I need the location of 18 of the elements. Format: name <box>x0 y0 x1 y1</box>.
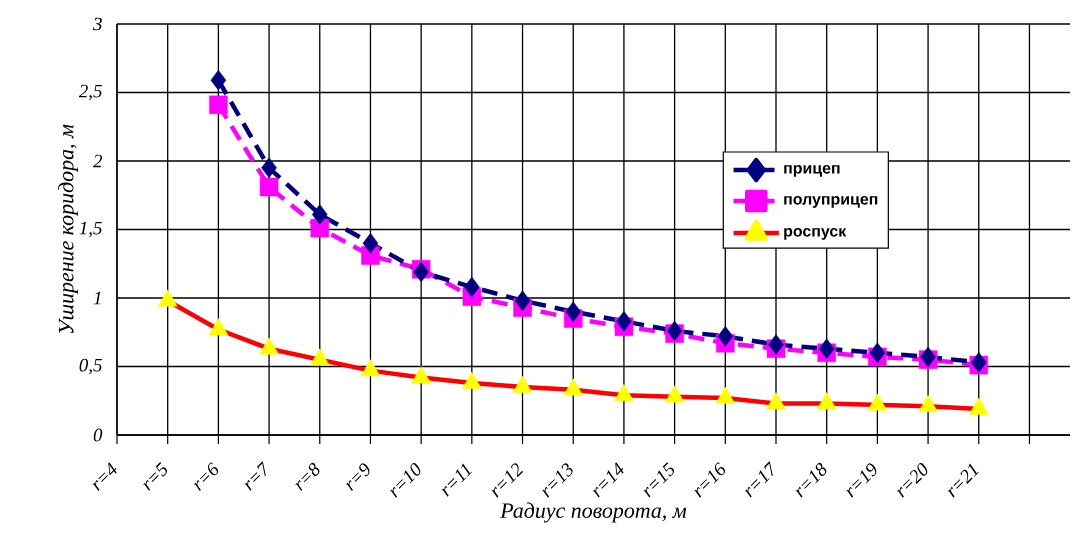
legend-label: роспуск <box>784 227 847 240</box>
y-tick-label: 1,5 <box>79 221 102 238</box>
y-axis-title: Уширение коридора, м <box>58 124 78 334</box>
x-tick-label: r=9 <box>346 463 370 491</box>
x-tick-label: r=8 <box>295 462 320 491</box>
x-tick-label: r=6 <box>193 462 219 491</box>
legend-label: полуприцеп <box>784 195 878 208</box>
x-tick-label: r=7 <box>244 461 266 491</box>
y-tick-label: 2 <box>93 154 103 168</box>
y-tick-label: 2,5 <box>78 84 102 101</box>
y-tick-label: 0,5 <box>79 358 102 375</box>
x-tick-label: r=5 <box>143 462 168 491</box>
y-tick-label: 0 <box>93 428 103 442</box>
x-axis-title: Радиус поворота, м <box>500 502 687 523</box>
y-tick-label: 3 <box>92 17 102 31</box>
y-tick-label: 1 <box>93 291 101 305</box>
legend-label: прицеп <box>784 164 840 177</box>
x-tick-label: r=4 <box>92 462 117 491</box>
